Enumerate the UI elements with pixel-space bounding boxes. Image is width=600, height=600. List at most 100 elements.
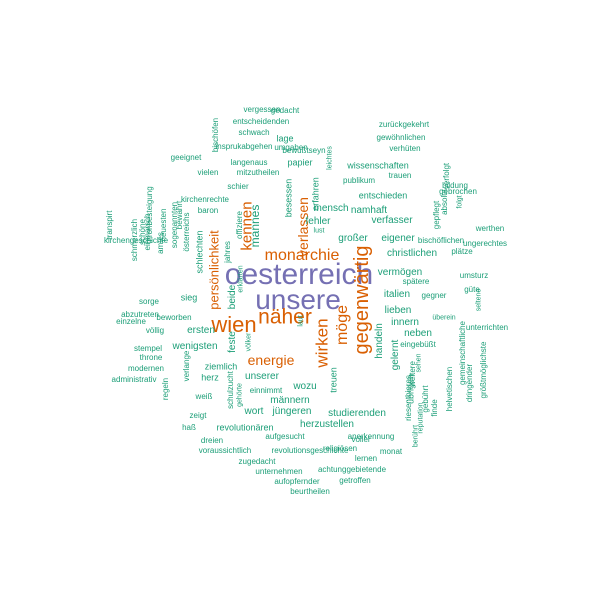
cloud-word: herzustellen [300,419,354,430]
cloud-word: beurtheilen [290,487,330,496]
cloud-word: beide [227,284,238,310]
cloud-word: einzelne [116,317,146,326]
cloud-word: bischöfen [211,117,220,153]
cloud-word: ungerechtes [462,239,508,248]
cloud-word: lage [276,133,294,144]
cloud-word: gegenwärtig [351,245,373,355]
cloud-word: verhüten [389,144,421,153]
cloud-word: haß [182,423,196,432]
cloud-word: wenigsten [172,341,218,352]
cloud-word: persönlichkeit [206,230,222,310]
cloud-word: aufgesucht [265,432,305,441]
cloud-word: trauen [388,171,412,180]
cloud-word: gegner [421,291,447,300]
cloud-word: männern [270,395,310,406]
cloud-word: einnimmt [249,386,283,395]
cloud-word: zeigt [189,411,207,420]
cloud-word: finde [430,399,439,417]
cloud-word: bischöflichen [417,236,465,245]
cloud-word: dringender [465,363,474,403]
cloud-word: offiziere [235,211,244,239]
cloud-word: achtunggebietende [317,465,387,474]
cloud-word: stempel [133,344,163,353]
cloud-word: studierenden [328,408,386,419]
cloud-word: kirchenrechte [180,195,230,204]
cloud-word: baron [197,206,219,215]
cloud-word: modernen [127,364,165,373]
cloud-word: gebrochen [439,187,477,196]
cloud-word: schier [227,182,249,191]
cloud-word: vergessen [243,105,281,114]
cloud-word: spätere [402,277,430,286]
cloud-word: verlassen [295,197,311,257]
cloud-word: großer [338,233,368,244]
cloud-word: anerkennung [347,432,395,441]
cloud-word: wien [211,312,257,337]
cloud-word: lust [313,227,325,235]
cloud-word: langenaus [230,158,268,167]
cloud-word: leichtes [326,146,334,170]
cloud-word: völlig [145,326,165,335]
cloud-word: kirchengeschichte [103,236,169,245]
cloud-word: handeln [374,323,385,359]
cloud-word: folgt [456,195,464,209]
cloud-word: lieben [384,305,412,316]
cloud-word: gebührt [421,385,430,413]
cloud-word: aufopfernder [274,477,320,486]
cloud-word: publikum [342,176,376,185]
cloud-word: plätze [451,247,473,256]
cloud-word: schwach [238,128,270,137]
cloud-word: erklärten [237,265,245,293]
cloud-word: gewöhnlichen [376,133,426,142]
cloud-word: revolutionsgeschichte [271,446,349,455]
cloud-word: eingebüßt [400,340,436,349]
cloud-word: beworben [156,313,192,322]
cloud-word: monarchie [264,247,340,264]
cloud-word: jahres [223,241,232,263]
cloud-word: monat [379,447,403,456]
cloud-word: bildung [442,181,468,190]
cloud-word: herz [201,372,219,383]
cloud-word: sieg [180,292,198,303]
cloud-word: österreichs [182,212,191,252]
cloud-word: verlange [182,350,191,382]
cloud-word: unsere [255,284,341,315]
cloud-word: treuen [328,367,339,393]
cloud-word: unterrichten [465,323,509,332]
cloud-word: voraussichtlich [198,446,252,455]
cloud-word: verfasser [371,215,413,226]
cloud-word: weiß [195,392,213,401]
cloud-word: regeln [161,377,170,401]
cloud-word: schulzucht [226,371,235,409]
cloud-word: abzutreten [121,310,159,319]
cloud-word: administrativ [111,375,157,384]
cloud-word: wozu [293,381,317,392]
cloud-word: wort [244,406,264,417]
cloud-word: italien [383,289,411,300]
cloud-word: gehörte [236,383,244,407]
cloud-word: gedacht [270,106,300,115]
cloud-word: christlichen [386,248,438,259]
cloud-word: möge [334,304,351,346]
cloud-word: umgaben [274,143,308,152]
cloud-word: vielen [197,168,219,177]
cloud-word: bewußtseyn [282,146,326,155]
cloud-word: sorge [138,297,160,306]
cloud-word: schlechten [194,230,205,274]
cloud-word: jüngeren [272,406,312,417]
cloud-word: fehler [305,216,331,227]
cloud-word: lernen [354,454,378,463]
cloud-word: unternehmen [255,467,303,476]
cloud-word: feste [227,331,238,353]
cloud-word: werthen [475,224,505,233]
cloud-word: ersten [187,325,215,336]
cloud-word: besessen [283,178,294,218]
cloud-word: sogenannten [170,201,179,249]
cloud-word: religiösen [322,444,358,453]
cloud-word: güte [464,285,480,294]
cloud-word: größtmöglichste [479,341,488,399]
cloud-word: getroffen [339,476,371,485]
cloud-word: oesterreich [224,258,374,291]
cloud-word: dreien [200,436,224,445]
